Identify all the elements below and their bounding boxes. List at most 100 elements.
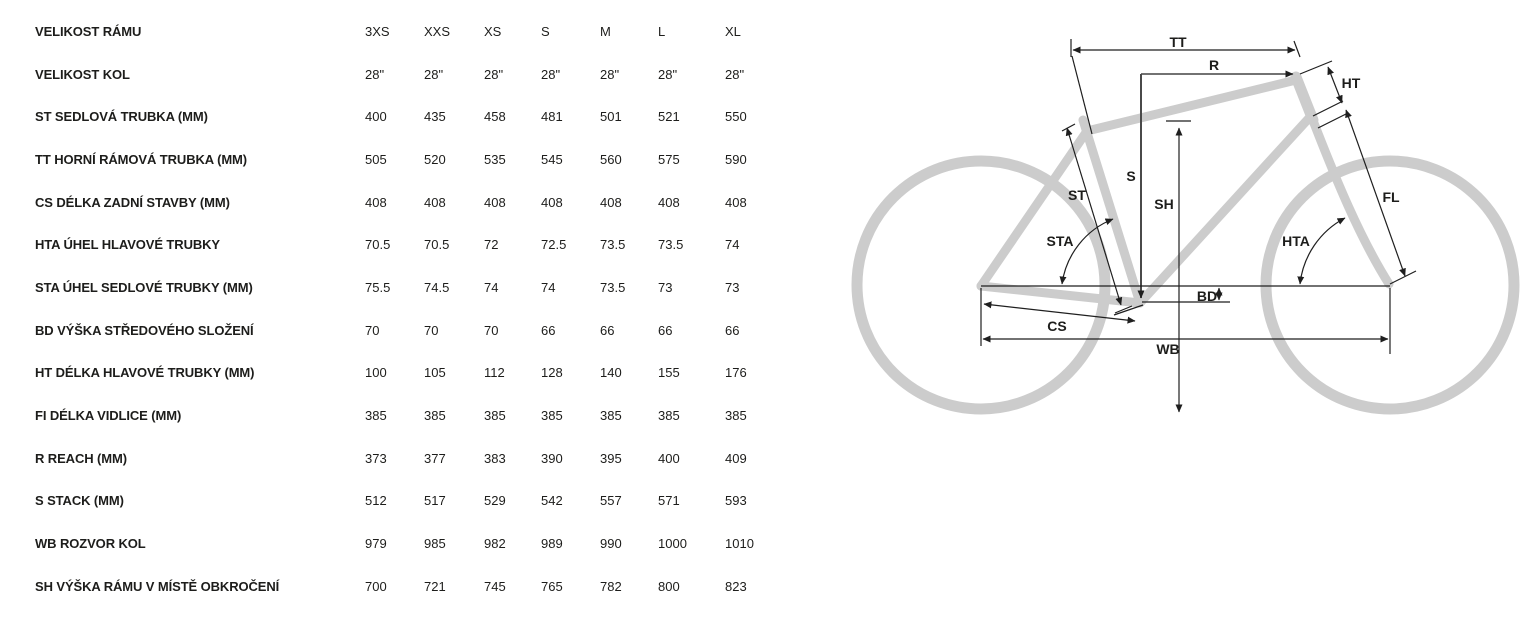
- cell-value: 28": [658, 66, 678, 82]
- seatstay-tube: [976, 126, 1092, 291]
- cell-value: 385: [725, 408, 747, 424]
- row-label: R REACH (MM): [35, 450, 127, 466]
- cell-value: 28": [600, 66, 620, 82]
- cell-value: 66: [600, 322, 615, 338]
- cell-value: 28": [365, 66, 385, 82]
- cell-value: 66: [725, 322, 740, 338]
- cell-value: 74.5: [424, 279, 450, 295]
- cell-value: 128: [541, 365, 563, 381]
- cell-value: 155: [658, 365, 680, 381]
- cell-value: 517: [424, 493, 446, 509]
- cell-value: 990: [600, 536, 622, 552]
- cell-value: 70: [365, 322, 380, 338]
- fl-ext-axle: [1389, 270, 1417, 285]
- row-label: VELIKOST KOL: [35, 66, 130, 82]
- fork-tube: [1307, 113, 1394, 289]
- cell-value: 800: [658, 578, 680, 594]
- size-column-header: XXS: [424, 23, 451, 39]
- cell-value: 408: [600, 194, 622, 210]
- row-label: S STACK (MM): [35, 493, 124, 509]
- cell-value: 400: [658, 450, 680, 466]
- size-column-header: L: [658, 23, 666, 39]
- cell-value: 390: [541, 450, 563, 466]
- cell-value: 176: [725, 365, 747, 381]
- row-label: HT DÉLKA HLAVOVÉ TRUBKY (MM): [35, 365, 255, 381]
- row-label: WB ROZVOR KOL: [35, 536, 146, 552]
- geometry-table: VELIKOST RÁMU 3XS XXS XS S M L XL VELIKOST KOL 28…: [35, 10, 825, 608]
- cell-value: 721: [424, 578, 446, 594]
- cell-value: 982: [484, 536, 506, 552]
- cell-value: 66: [658, 322, 673, 338]
- cell-value: 385: [600, 408, 622, 424]
- cell-value: 70.5: [424, 237, 450, 253]
- cell-value: 535: [484, 151, 506, 167]
- cell-value: 105: [424, 365, 446, 381]
- cell-value: 435: [424, 109, 446, 125]
- row-label: BD VÝŠKA STŘEDOVÉHO SLOŽENÍ: [35, 322, 254, 338]
- cell-value: 70: [484, 322, 499, 338]
- row-label: ST SEDLOVÁ TRUBKA (MM): [35, 109, 208, 125]
- cell-value: 1000: [658, 536, 687, 552]
- ht-ext-top: [1299, 60, 1333, 75]
- size-column-header: M: [600, 23, 611, 39]
- cell-value: 593: [725, 493, 747, 509]
- label-cs: CS: [1047, 318, 1066, 334]
- cell-value: 408: [725, 194, 747, 210]
- row-label: HTA ÚHEL HLAVOVÉ TRUBKY: [35, 237, 221, 253]
- label-sta: STA: [1047, 233, 1074, 249]
- cell-value: 377: [424, 450, 446, 466]
- cell-value: 373: [365, 450, 387, 466]
- cell-value: 73: [725, 279, 740, 295]
- sta-angle-arc: [1059, 218, 1114, 285]
- label-r: R: [1209, 57, 1219, 73]
- cell-value: 765: [541, 578, 563, 594]
- ht-dim-line: [1327, 66, 1343, 104]
- cell-value: 520: [424, 151, 446, 167]
- cell-value: 385: [541, 408, 563, 424]
- cell-value: 501: [600, 109, 622, 125]
- st-bottom-tick: [1114, 305, 1133, 314]
- cell-value: 73.5: [600, 237, 626, 253]
- cell-value: 700: [365, 578, 387, 594]
- cell-value: 408: [424, 194, 446, 210]
- cell-value: 409: [725, 450, 747, 466]
- cell-value: 66: [541, 322, 556, 338]
- cell-value: 529: [484, 493, 506, 509]
- cell-value: 73.5: [658, 237, 684, 253]
- cell-value: 1010: [725, 536, 754, 552]
- label-hta: HTA: [1282, 233, 1310, 249]
- size-column-header: 3XS: [365, 23, 390, 39]
- dimension-lines: [980, 39, 1417, 413]
- cell-value: 985: [424, 536, 446, 552]
- tt-ext-right-tick: [1293, 40, 1301, 58]
- cell-value: 70.5: [365, 237, 391, 253]
- label-ht: HT: [1342, 75, 1361, 91]
- cs-dim-line: [983, 301, 1136, 324]
- cell-value: 28": [484, 66, 504, 82]
- cell-value: 782: [600, 578, 622, 594]
- bike-geometry-diagram: TT R HT ST S SH STA HTA FL BD CS WB: [850, 0, 1532, 620]
- cell-value: 989: [541, 536, 563, 552]
- cell-value: 550: [725, 109, 747, 125]
- cell-value: 979: [365, 536, 387, 552]
- cell-value: 571: [658, 493, 680, 509]
- cell-value: 74: [725, 237, 740, 253]
- size-column-header: XS: [484, 23, 502, 39]
- cell-value: 481: [541, 109, 563, 125]
- top-tube: [1082, 75, 1301, 136]
- label-fl: FL: [1382, 189, 1400, 205]
- fl-dim-line: [1345, 109, 1406, 277]
- size-column-header: S: [541, 23, 550, 39]
- cell-value: 505: [365, 151, 387, 167]
- cell-value: 400: [365, 109, 387, 125]
- break-tick-1: [1312, 100, 1344, 117]
- label-sh: SH: [1154, 196, 1173, 212]
- label-wb: WB: [1156, 341, 1179, 357]
- cell-value: 745: [484, 578, 506, 594]
- row-label: FI DÉLKA VIDLICE (MM): [35, 408, 182, 424]
- cell-value: 385: [365, 408, 387, 424]
- down-tube: [1135, 112, 1315, 308]
- cell-value: 74: [541, 279, 556, 295]
- st-top-tick: [1061, 123, 1076, 132]
- row-label: CS DÉLKA ZADNÍ STAVBY (MM): [35, 194, 230, 210]
